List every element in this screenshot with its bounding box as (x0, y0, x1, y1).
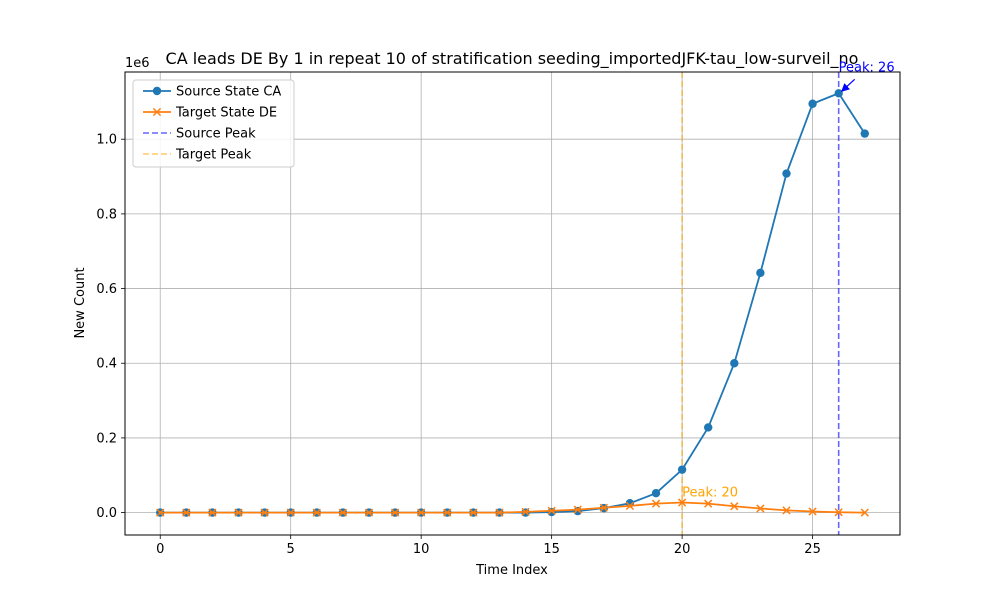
x-tick-label: 15 (543, 542, 560, 557)
x-tick-label: 0 (156, 542, 164, 557)
data-point-target-state-de (286, 508, 295, 517)
y-tick-label: 0.0 (96, 506, 117, 521)
data-point-target-state-de (443, 508, 452, 517)
data-point-target-state-de (182, 508, 191, 517)
data-point-source-state-ca (756, 268, 765, 278)
x-tick-label: 20 (674, 542, 691, 557)
data-point-target-state-de (625, 501, 635, 511)
data-point-target-state-de (573, 505, 582, 514)
data-point-target-state-de (860, 508, 869, 517)
data-point-target-state-de (469, 508, 478, 517)
data-point-source-state-ca (808, 99, 817, 108)
data-point-target-state-de (495, 508, 504, 517)
data-point-target-state-de (312, 508, 321, 517)
data-point-source-state-ca (782, 169, 791, 178)
data-point-source-state-ca (860, 129, 869, 138)
y-offset-label: 1e6 (125, 56, 150, 71)
chart-title: CA leads DE By 1 in repeat 10 of stratif… (166, 49, 859, 69)
x-tick-label: 10 (413, 542, 430, 557)
data-point-target-state-de (547, 506, 556, 515)
annotation-peak-source: Peak: 26 (839, 60, 895, 75)
data-point-target-state-de (417, 508, 426, 517)
data-point-target-state-de (156, 508, 165, 517)
data-point-target-state-de (599, 503, 608, 512)
y-axis-label: New Count (73, 267, 88, 338)
data-point-target-state-de (782, 506, 791, 515)
data-point-target-state-de (338, 508, 348, 517)
data-point-source-state-ca (547, 507, 556, 517)
annotations: Peak: 26 Peak: 20 (682, 60, 895, 500)
data-point-source-state-ca (834, 89, 843, 98)
y-tick-label: 0.8 (96, 207, 117, 222)
y-tick-label: 0.6 (96, 282, 117, 297)
legend-label: Source Peak (176, 127, 256, 142)
peak-lines (681, 72, 840, 535)
y-tick-label: 0.4 (96, 357, 117, 372)
annotation-peak-target: Peak: 20 (682, 486, 738, 501)
data-point-source-state-ca (704, 423, 713, 432)
data-point-target-state-de (808, 507, 817, 516)
x-axis-label: Time Index (475, 563, 548, 578)
data-point-target-state-de (704, 499, 713, 508)
data-point-source-state-ca (677, 465, 687, 474)
data-point-target-state-de (677, 498, 687, 507)
legend: Source State CA Target State DE Source Pea… (132, 79, 295, 168)
data-point-target-state-de (756, 504, 765, 513)
legend-box (132, 79, 295, 168)
data-point-source-state-ca (651, 488, 661, 498)
legend-label: Source State CA (176, 85, 281, 100)
legend-marker (152, 107, 162, 117)
data-point-source-state-ca (573, 506, 582, 516)
plot-frame (124, 71, 901, 536)
data-point-target-state-de (390, 508, 400, 517)
data-point-target-state-de (208, 508, 217, 517)
data-point-source-state-ca (730, 359, 739, 368)
axes: 0 5 10 15 20 25 0.0 0.2 0.4 0.6 0.8 1.0 (96, 133, 821, 557)
data-point-target-state-de (834, 508, 843, 517)
y-tick-label: 1.0 (96, 133, 117, 148)
data-point-target-state-de (521, 507, 530, 516)
series-group (156, 89, 869, 517)
data-point-target-state-de (730, 502, 739, 511)
y-tick-label: 0.2 (96, 431, 117, 446)
data-point-target-state-de (260, 508, 269, 517)
series-line-target-state-de (160, 501, 865, 514)
annotation-arrow (841, 78, 856, 92)
data-point-target-state-de (364, 508, 374, 517)
legend-label: Target Peak (175, 148, 252, 163)
x-tick-label: 5 (287, 542, 295, 557)
x-tick-label: 25 (804, 542, 821, 557)
data-point-target-state-de (651, 499, 661, 508)
legend-marker (152, 86, 162, 96)
legend-label: Target State DE (175, 106, 277, 121)
grid-lines (125, 72, 900, 535)
data-point-target-state-de (234, 508, 243, 517)
